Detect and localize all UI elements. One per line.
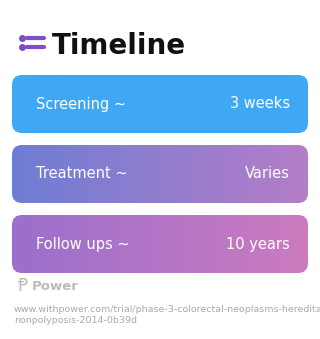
Text: Screening ~: Screening ~ (36, 97, 126, 112)
Text: Power: Power (32, 279, 79, 293)
Text: Ᵽ: Ᵽ (18, 277, 28, 295)
Text: nonpolyposis-2014-0b39d: nonpolyposis-2014-0b39d (14, 316, 137, 325)
Text: www.withpower.com/trial/phase-3-colorectal-neoplasms-hereditary-: www.withpower.com/trial/phase-3-colorect… (14, 305, 320, 314)
Text: 3 weeks: 3 weeks (230, 97, 290, 112)
Text: Timeline: Timeline (52, 32, 186, 60)
Text: Treatment ~: Treatment ~ (36, 166, 128, 181)
Text: Varies: Varies (245, 166, 290, 181)
Text: Follow ups ~: Follow ups ~ (36, 237, 130, 252)
Text: 10 years: 10 years (226, 237, 290, 252)
